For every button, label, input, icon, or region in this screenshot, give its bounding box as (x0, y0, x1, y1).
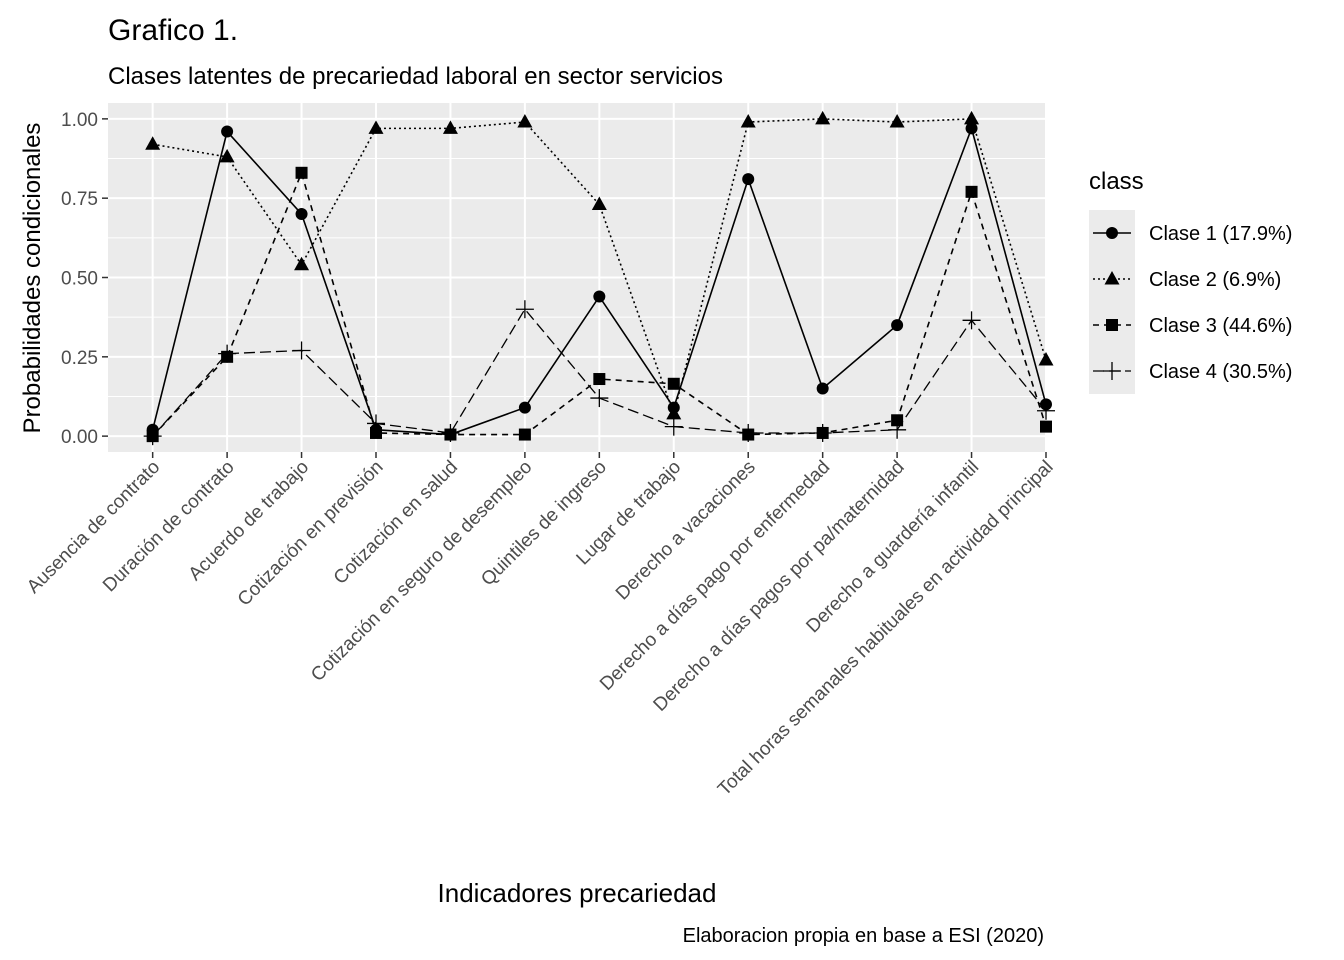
legend: class Clase 1 (17.9%) Clase 2 (6.9%) Clase… (1089, 168, 1292, 394)
data-point-clase-2 (442, 120, 458, 134)
legend-label: Clase 2 (6.9%) (1149, 269, 1281, 291)
x-tick-label: Cotización en previsión (234, 457, 388, 611)
data-point-clase-2 (294, 256, 310, 271)
legend-key-marker (1104, 271, 1120, 285)
data-point-clase-1 (965, 122, 978, 135)
data-point-clase-1 (221, 125, 234, 138)
grid (108, 103, 1047, 452)
data-point-clase-2 (815, 110, 831, 125)
data-point-clase-2 (889, 114, 905, 128)
data-point-clase-4 (962, 311, 981, 330)
x-axis-label: Indicadores precariedad (438, 878, 717, 908)
y-tick-label: 0.75 (61, 189, 98, 210)
data-point-clase-1 (742, 173, 755, 186)
data-point-clase-4 (441, 423, 460, 442)
x-tick-label: Ausencia de contrato (23, 457, 164, 598)
x-tick-label: Duración de contrato (99, 457, 239, 597)
legend-label: Clase 1 (17.9%) (1149, 223, 1292, 245)
data-point-clase-4 (664, 417, 683, 436)
chart-subtitle: Clases latentes de precariedad laboral e… (108, 63, 723, 90)
data-point-clase-4 (218, 344, 237, 363)
y-tick-label: 0.00 (61, 427, 98, 448)
data-point-clase-2 (740, 114, 756, 128)
data-point-clase-4 (1037, 401, 1055, 420)
y-tick-label: 1.00 (61, 110, 98, 131)
y-axis-label: Probabilidades condicionales (19, 123, 46, 434)
data-point-clase-2 (219, 148, 235, 163)
series-markers (143, 110, 1055, 446)
data-point-clase-2 (666, 405, 682, 420)
y-tick-label: 0.25 (61, 348, 98, 369)
data-point-clase-2 (517, 114, 533, 128)
data-point-clase-3 (667, 377, 680, 390)
legend-label: Clase 4 (30.5%) (1149, 361, 1292, 383)
x-tick-label: Derecho a vacaciones (612, 457, 760, 605)
data-point-clase-1 (816, 382, 829, 395)
x-tick-label: Quintiles de ingreso (477, 457, 611, 591)
data-point-clase-1 (891, 319, 904, 332)
chart-title: Grafico 1. (108, 14, 238, 47)
data-point-clase-4 (292, 341, 311, 360)
data-point-clase-2 (368, 120, 384, 134)
data-point-clase-1 (518, 401, 531, 414)
data-point-clase-4 (515, 300, 534, 319)
data-point-clase-3 (1040, 420, 1052, 433)
data-point-clase-1 (593, 290, 606, 303)
legend-key-marker (1106, 227, 1118, 239)
data-point-clase-3 (295, 166, 308, 179)
data-point-clase-4 (739, 423, 758, 442)
data-point-clase-3 (593, 373, 606, 386)
y-tick-label: 0.50 (61, 269, 98, 290)
y-axis: 0.00 0.25 0.50 0.75 1.00 (61, 110, 108, 448)
x-tick-label: Cotización en salud (330, 457, 462, 589)
data-point-clase-4 (590, 389, 609, 408)
legend-key-marker (1106, 319, 1118, 331)
legend-title: class (1089, 168, 1144, 195)
data-point-clase-3 (518, 428, 531, 441)
data-point-clase-2 (1038, 351, 1054, 366)
data-point-clase-3 (891, 414, 904, 427)
data-point-clase-4 (367, 414, 385, 433)
legend-label: Clase 3 (44.6%) (1149, 315, 1292, 337)
data-point-clase-3 (370, 426, 382, 439)
x-tick-label: Total horas semanales habituales en acti… (714, 457, 1057, 800)
data-point-clase-4 (813, 423, 832, 442)
data-point-clase-3 (965, 185, 978, 198)
legend-key-marker (1103, 362, 1121, 380)
data-point-clase-4 (143, 427, 162, 446)
data-point-clase-4 (888, 420, 907, 439)
data-point-clase-1 (295, 208, 308, 221)
data-point-clase-2 (964, 110, 980, 125)
caption: Elaboracion propia en base a ESI (2020) (683, 925, 1044, 947)
data-point-clase-2 (591, 196, 607, 211)
data-point-clase-2 (145, 136, 161, 150)
